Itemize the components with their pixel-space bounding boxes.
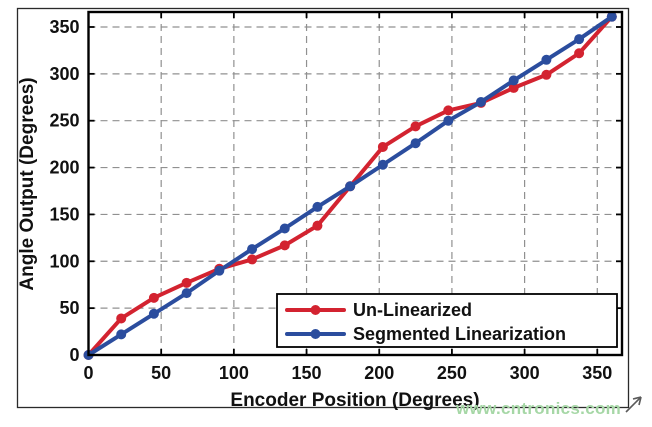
legend-box — [276, 293, 618, 348]
legend-entry-unlinearized: Un-Linearized — [285, 300, 472, 320]
data-point — [312, 201, 323, 212]
watermark: www.cntronics.com — [456, 399, 622, 418]
legend-entry-segmented: Segmented Linearization — [285, 324, 566, 344]
x-tick-labels: 0 50 100 150 200 250 300 350 — [83, 363, 612, 383]
y-tick-label: 250 — [49, 111, 79, 131]
data-point — [279, 240, 290, 251]
data-point — [410, 138, 421, 149]
data-point — [443, 105, 454, 116]
legend-marker-blue — [310, 329, 321, 339]
data-point — [541, 54, 552, 65]
legend-label-segmented: Segmented Linearization — [353, 324, 566, 344]
data-point — [181, 288, 192, 299]
x-tick-label: 300 — [510, 363, 540, 383]
x-tick-label: 200 — [364, 363, 394, 383]
x-tick-label: 350 — [582, 363, 612, 383]
x-tick-label: 100 — [219, 363, 249, 383]
y-tick-label: 50 — [59, 298, 79, 318]
data-point — [148, 292, 159, 303]
data-point — [148, 308, 159, 319]
axis-ticks — [87, 12, 622, 356]
y-tick-label: 200 — [49, 158, 79, 178]
data-point — [116, 329, 127, 340]
data-point — [345, 181, 356, 192]
y-tick-label: 150 — [49, 204, 79, 224]
data-point — [377, 159, 388, 170]
legend-marker-red — [310, 305, 321, 315]
series-segmented-linearization — [83, 11, 617, 360]
y-tick-label: 300 — [49, 64, 79, 84]
data-point — [508, 75, 519, 86]
x-axis-label: Encoder Position (Degrees) — [230, 390, 479, 411]
y-tick-label: 0 — [69, 345, 79, 365]
data-point — [279, 223, 290, 234]
plot-frame — [87, 10, 624, 357]
data-point — [116, 313, 127, 324]
x-tick-label: 0 — [83, 363, 93, 383]
legend: Un-Linearized Segmented Linearization — [276, 293, 618, 348]
x-tick-label: 50 — [151, 363, 171, 383]
data-point — [606, 11, 617, 22]
data-point — [475, 96, 486, 107]
data-point — [541, 69, 552, 80]
x-tick-label: 250 — [437, 363, 467, 383]
data-point — [312, 220, 323, 231]
data-point — [574, 48, 585, 59]
data-point — [181, 277, 192, 288]
data-point — [410, 121, 421, 132]
data-point — [508, 82, 519, 93]
cursor-arrow-icon — [625, 396, 642, 413]
y-tick-label: 350 — [49, 17, 79, 37]
legend-label-unlinearized: Un-Linearized — [353, 300, 472, 320]
y-tick-label: 100 — [49, 251, 79, 271]
data-point — [377, 141, 388, 152]
data-point — [247, 254, 258, 265]
data-point — [443, 115, 454, 126]
y-tick-labels: 0 50 100 150 200 250 300 350 — [49, 17, 79, 365]
data-point — [247, 244, 258, 255]
data-series — [83, 11, 617, 360]
data-point — [214, 265, 225, 276]
x-tick-label: 150 — [292, 363, 322, 383]
y-axis-label: Angle Output (Degrees) — [17, 77, 38, 290]
data-point — [574, 34, 585, 45]
